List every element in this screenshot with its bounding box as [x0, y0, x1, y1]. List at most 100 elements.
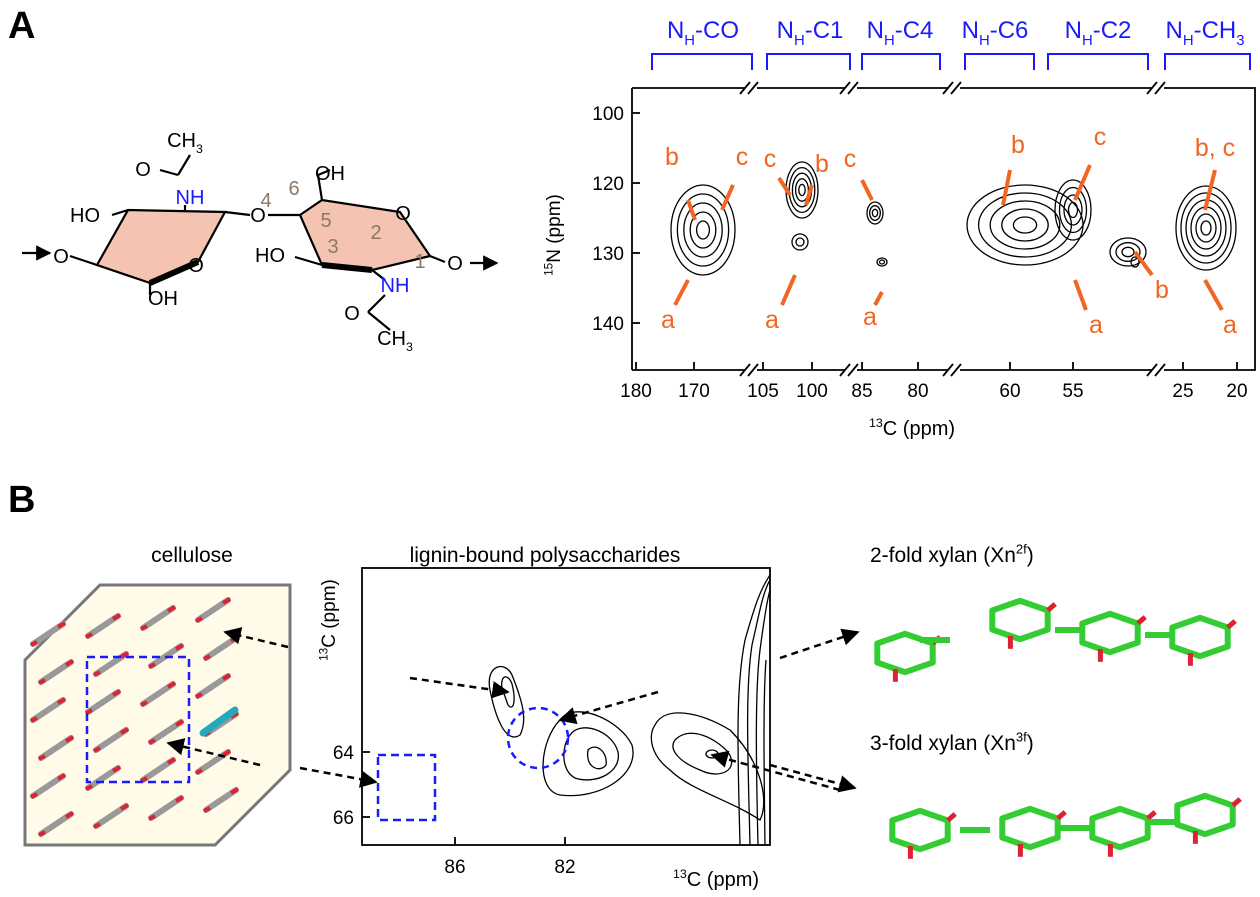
- cellulose-highlight: [199, 706, 239, 737]
- cellulose-oxygen: [65, 735, 74, 743]
- atom-label-part: OH: [148, 288, 178, 310]
- atom-label-part: HO: [70, 205, 100, 227]
- atom-label: 3: [327, 236, 338, 258]
- y-axis-label-part: 15: [542, 262, 555, 276]
- spectrum-frame: [631, 81, 1256, 377]
- atom-label-part: HO: [255, 245, 285, 267]
- header-part: H: [1183, 33, 1194, 49]
- header-part: 3: [1236, 33, 1244, 49]
- y-axis-label: 15N (ppm): [542, 194, 565, 276]
- contour: [966, 184, 1084, 266]
- atom-label: 4: [260, 190, 271, 212]
- y-axis-label-part: C (ppm): [319, 579, 340, 648]
- cellulose-chain: [93, 727, 129, 753]
- xylan-title: 2-fold xylan (Xn2f): [870, 542, 1034, 567]
- cellulose-chain: [203, 787, 239, 813]
- header-part: N: [867, 17, 884, 44]
- cellulose-chain: [38, 735, 74, 761]
- atom-label: O: [250, 205, 266, 227]
- leader-line: [873, 291, 884, 306]
- cellulose-oxygen: [112, 765, 121, 773]
- x-tick-label: 25: [1172, 381, 1193, 402]
- contour: [876, 257, 888, 267]
- atom-label-part: OH: [315, 163, 345, 185]
- cellulose-oxygen: [57, 773, 66, 781]
- contour: [798, 183, 806, 197]
- leader-line: [673, 279, 690, 306]
- cellulose-chain: [30, 697, 66, 723]
- cellulose-chain: [148, 795, 184, 821]
- cellulose-chain: [30, 621, 66, 647]
- cellulose-oxygen: [140, 700, 148, 707]
- xylan-title-part: ): [1027, 732, 1034, 755]
- atom-label-part: 1: [414, 251, 425, 273]
- xylan-title-part: 3f: [1016, 730, 1027, 745]
- contour: [1054, 179, 1092, 241]
- x-axis-label-part: 13: [869, 416, 883, 430]
- xylan-ring: [1174, 792, 1236, 838]
- header-part: -C2: [1093, 17, 1132, 44]
- xylan-oxygen: [946, 812, 957, 823]
- contour: [650, 712, 765, 821]
- cellulose-oxygen: [230, 787, 239, 795]
- atom-label-part: O: [395, 203, 411, 225]
- atom-label: 6: [288, 178, 299, 200]
- cellulose-oxygen: [30, 792, 38, 799]
- contour: [670, 184, 736, 276]
- leader-line: [1203, 279, 1224, 311]
- header-part: N: [777, 17, 794, 44]
- peak-label: c: [764, 145, 777, 173]
- cellulose-oxygen: [175, 795, 184, 803]
- cellulose-oxygen: [93, 670, 101, 677]
- cellulose-chain: [140, 605, 176, 631]
- atom-label: 2: [370, 222, 381, 244]
- contour: [1200, 220, 1212, 236]
- highlight-box-b: [376, 753, 437, 822]
- xylan-ring: [1089, 805, 1151, 851]
- xylan-title-part: ): [1027, 544, 1034, 567]
- peak-label: a: [863, 303, 877, 331]
- x-axis-label-part: 13: [673, 867, 687, 881]
- cellulose-oxygen: [140, 624, 148, 631]
- contour: [1063, 194, 1083, 226]
- x-tick-label: 85: [851, 381, 872, 402]
- xylan-title: 3-fold xylan (Xn3f): [870, 730, 1034, 755]
- cellulose-oxygen: [167, 757, 176, 765]
- highlight-box: [85, 655, 191, 784]
- peak-label: c: [736, 143, 749, 171]
- atom-label-part: 2: [370, 222, 381, 244]
- cellulose-oxygen: [120, 651, 129, 659]
- atom-label: O: [395, 203, 411, 225]
- cellulose-panel: [23, 583, 292, 847]
- contour: [501, 676, 515, 708]
- contour: [866, 201, 884, 225]
- atom-label-part: O: [250, 205, 266, 227]
- header: NH-CH3: [1165, 17, 1244, 49]
- contour: [683, 202, 723, 258]
- cellulose-chain: [38, 659, 74, 685]
- contour: [1115, 242, 1141, 262]
- x-tick-label: 180: [620, 381, 652, 402]
- atom-label-part: 5: [320, 210, 331, 232]
- leader-line: [860, 179, 874, 201]
- cellulose-oxygen: [93, 746, 101, 753]
- contours: [670, 161, 1237, 276]
- x-tick-label: 82: [554, 857, 575, 878]
- leader-line: [1073, 279, 1088, 311]
- cellulose-oxygen: [195, 768, 203, 775]
- cellulose-oxygen: [57, 621, 66, 629]
- cellulose-oxygen: [38, 678, 46, 685]
- atom-label: 5: [320, 210, 331, 232]
- cellulose-oxygen: [85, 784, 93, 791]
- x-tick-label: 60: [999, 381, 1020, 402]
- contour: [1012, 216, 1038, 234]
- atom-label: O: [135, 159, 151, 181]
- cellulose-oxygen: [222, 597, 231, 605]
- cellulose-oxygen: [203, 654, 211, 661]
- x-tick-label: 80: [907, 381, 928, 402]
- highlight-circle: [506, 706, 570, 770]
- contour: [672, 732, 733, 775]
- contour: [788, 166, 816, 214]
- labels: A NH-CO NH-C1 NH-C4 NH-C6 NH-C2 NH-CH310012013…: [8, 5, 1248, 891]
